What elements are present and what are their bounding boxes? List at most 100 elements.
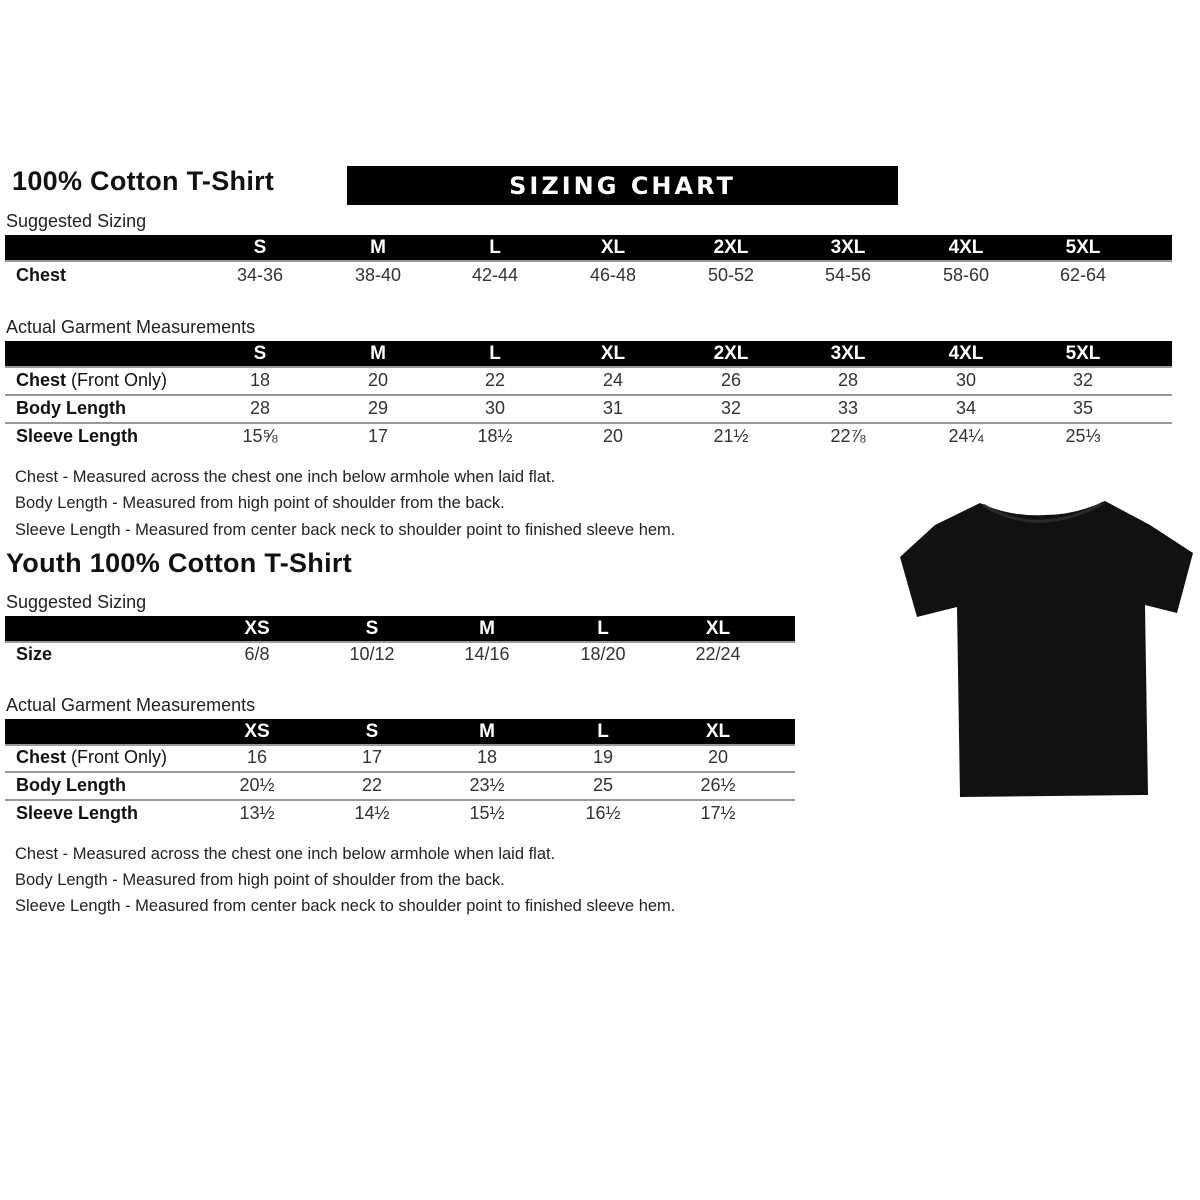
size-header-cell: M: [479, 618, 495, 639]
table-cell: 10/12: [349, 644, 395, 664]
table-row: Body Length 20½ 22 23½ 25 26½: [5, 771, 795, 801]
table-cell: 16½: [585, 803, 621, 823]
table-cell: 17½: [700, 803, 736, 823]
adult-suggested-label: Suggested Sizing: [6, 211, 147, 231]
adult-note-body: Body Length - Measured from high point o…: [15, 494, 505, 512]
row-label: Chest (Front Only): [16, 366, 167, 394]
size-header-cell: XL: [705, 721, 731, 742]
size-header-cell: M: [479, 721, 495, 742]
row-label-note: (Front Only): [71, 370, 168, 390]
table-cell: 23½: [469, 775, 505, 795]
table-cell: 62-64: [1059, 265, 1107, 285]
table-row: Chest 34-36 38-40 42-44 46-48 50-52 54-56 58-60…: [5, 261, 1172, 289]
table-cell: 17: [361, 747, 383, 767]
adult-title: 100% Cotton T-Shirt: [12, 166, 275, 196]
table-cell: 18: [249, 370, 271, 390]
size-header-cell: L: [489, 237, 501, 258]
table-cell: 58-60: [942, 265, 990, 285]
table-cell: 6/8: [244, 644, 270, 664]
table-cell: 15½: [469, 803, 505, 823]
table-cell: 24¼: [948, 426, 984, 446]
table-cell: 17: [367, 426, 389, 446]
table-cell: 22⅞: [830, 426, 866, 446]
size-header-cell: XL: [600, 237, 626, 258]
table-cell: 20: [602, 426, 624, 446]
row-label-text: Chest: [16, 265, 67, 285]
row-label: Body Length: [16, 771, 126, 799]
youth-actual-label: Actual Garment Measurements: [6, 695, 256, 715]
table-row: Chest (Front Only) 18 20 22 24 26 28 30 32: [5, 366, 1172, 396]
row-label: Sleeve Length: [16, 799, 138, 827]
table-cell: 16: [246, 747, 268, 767]
adult-actual-label: Actual Garment Measurements: [6, 317, 256, 337]
size-header-cell: XL: [705, 618, 731, 639]
table-row: Chest (Front Only) 16 17 18 19 20: [5, 743, 795, 773]
table-cell: 50-52: [707, 265, 755, 285]
size-header-cell: M: [370, 237, 386, 258]
table-cell: 28: [249, 398, 271, 418]
row-label-text: Sleeve Length: [16, 803, 139, 823]
size-header-cell: L: [597, 721, 609, 742]
size-header-cell: S: [253, 343, 267, 364]
row-label: Chest (Front Only): [16, 743, 167, 771]
row-label: Sleeve Length: [16, 422, 138, 450]
size-header-bar: S M L XL 2XL 3XL 4XL 5XL: [5, 235, 1172, 262]
table-cell: 25⅓: [1065, 426, 1101, 446]
youth-title: Youth 100% Cotton T-Shirt: [6, 548, 352, 578]
tshirt-image: [900, 501, 1193, 797]
table-cell: 22: [361, 775, 383, 795]
youth-note-sleeve: Sleeve Length - Measured from center bac…: [15, 897, 676, 915]
row-label-text: Size: [16, 644, 53, 664]
tshirt-collar: [982, 501, 1104, 523]
table-row: Sleeve Length 15⅝ 17 18½ 20 21½ 22⅞ 24¼ 25⅓: [5, 422, 1172, 450]
table-cell: 26: [720, 370, 742, 390]
row-label-text: Sleeve Length: [16, 426, 139, 446]
table-row: Body Length 28 29 30 31 32 33 34 35: [5, 394, 1172, 424]
table-cell: 32: [720, 398, 742, 418]
row-label-text: Chest: [16, 747, 67, 767]
table-cell: 46-48: [589, 265, 637, 285]
table-cell: 13½: [239, 803, 275, 823]
tshirt-body: [900, 501, 1193, 797]
size-header-cell: 3XL: [830, 343, 866, 364]
table-cell: 20: [707, 747, 729, 767]
adult-note-chest: Chest - Measured across the chest one in…: [15, 468, 556, 486]
size-header-cell: 2XL: [713, 343, 749, 364]
table-cell: 18: [476, 747, 498, 767]
size-header-cell: L: [489, 343, 501, 364]
row-label-text: Body Length: [16, 398, 126, 418]
size-header-cell: 5XL: [1065, 237, 1101, 258]
table-cell: 21½: [713, 426, 749, 446]
table-cell: 20: [367, 370, 389, 390]
table-cell: 19: [592, 747, 614, 767]
table-cell: 26½: [700, 775, 736, 795]
sizing-chart-banner: SIZING CHART: [347, 166, 898, 205]
table-cell: 35: [1072, 398, 1094, 418]
table-cell: 32: [1072, 370, 1094, 390]
table-cell: 18½: [477, 426, 513, 446]
size-header-cell: 3XL: [830, 237, 866, 258]
table-cell: 30: [955, 370, 977, 390]
youth-suggested-label: Suggested Sizing: [6, 592, 147, 612]
size-header-cell: S: [365, 721, 379, 742]
row-label: Chest: [16, 261, 66, 289]
table-cell: 22: [484, 370, 506, 390]
table-cell: 14/16: [464, 644, 510, 664]
row-label-text: Body Length: [16, 775, 126, 795]
row-label-text: Chest: [16, 370, 67, 390]
adult-note-sleeve: Sleeve Length - Measured from center bac…: [15, 521, 676, 539]
table-cell: 29: [367, 398, 389, 418]
size-header-cell: M: [370, 343, 386, 364]
size-header-cell: XS: [244, 618, 270, 639]
size-header-cell: 4XL: [948, 237, 984, 258]
table-cell: 18/20: [580, 644, 626, 664]
table-cell: 31: [602, 398, 624, 418]
table-cell: 34-36: [236, 265, 284, 285]
table-cell: 14½: [354, 803, 390, 823]
size-header-cell: S: [253, 237, 267, 258]
table-cell: 38-40: [354, 265, 402, 285]
table-cell: 54-56: [824, 265, 872, 285]
size-header-bar: XS S M L XL: [5, 719, 795, 746]
youth-note-body: Body Length - Measured from high point o…: [15, 871, 505, 889]
table-cell: 20½: [239, 775, 275, 795]
